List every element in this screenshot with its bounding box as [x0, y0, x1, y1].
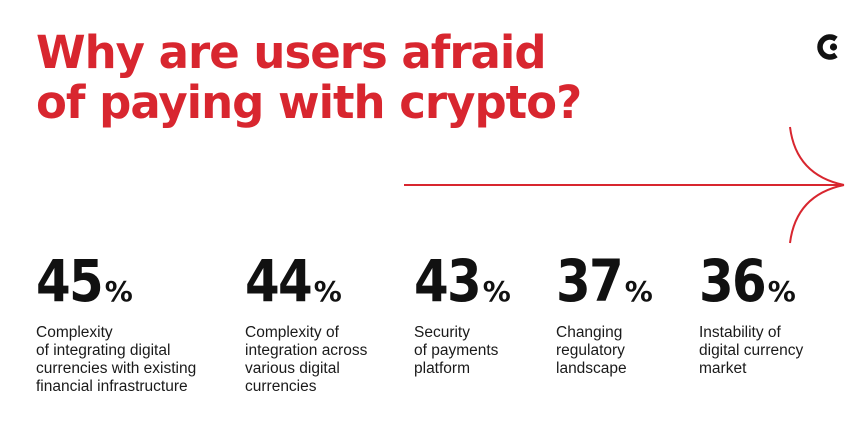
title-line-2: of paying with crypto?: [36, 76, 582, 129]
stat-2: 44% Complexity of integration across var…: [245, 250, 367, 396]
stat-number: 45%: [36, 250, 196, 312]
stat-number: 43%: [414, 250, 511, 312]
stat-5: 36% Instability of digital currency mark…: [699, 250, 803, 378]
stat-value: 44: [245, 247, 313, 315]
stat-label: Complexity of integration across various…: [245, 324, 368, 395]
stat-unit: %: [624, 275, 653, 308]
stat-unit: %: [482, 275, 511, 308]
stat-value: 36: [699, 247, 767, 315]
arrow-right-icon: [404, 126, 845, 244]
title-line-1: Why are users afraid: [36, 26, 547, 79]
stat-label: Complexity of integrating digital curren…: [36, 324, 197, 395]
stat-number: 36%: [699, 250, 803, 312]
stat-unit: %: [313, 275, 342, 308]
stat-unit: %: [767, 275, 796, 308]
stat-4: 37% Changing regulatory landscape: [556, 250, 653, 378]
stat-3: 43% Security of payments platform: [414, 250, 511, 378]
stat-label: Instability of digital currency market: [699, 324, 804, 377]
stat-number: 44%: [245, 250, 367, 312]
stat-number: 37%: [556, 250, 653, 312]
page-title: Why are users afraid of paying with cryp…: [36, 26, 582, 129]
stat-value: 45: [36, 247, 104, 315]
stat-label: Security of payments platform: [414, 324, 499, 377]
brand-logo-icon: [817, 34, 838, 60]
stat-value: 37: [556, 247, 624, 315]
stat-label: Changing regulatory landscape: [556, 324, 627, 377]
stat-value: 43: [414, 247, 482, 315]
stat-unit: %: [104, 275, 133, 308]
stat-1: 45% Complexity of integrating digital cu…: [36, 250, 196, 396]
